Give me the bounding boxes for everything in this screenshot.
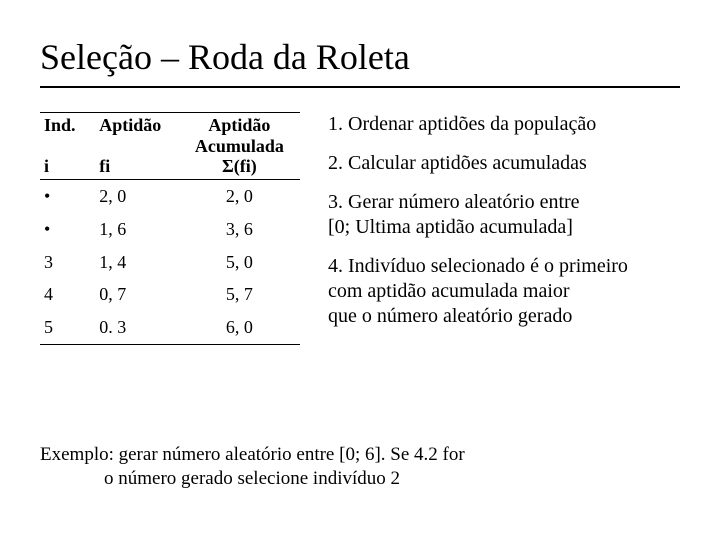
table-body: • 2, 0 2, 0 • 1, 6 3, 6 3 1, 4 5, 0 4 0,… — [40, 180, 300, 344]
col-header-ind-top: Ind. — [44, 115, 91, 136]
step-4-line2: com aptidão acumulada maior — [328, 279, 680, 304]
col-header-apt-top: Aptidão — [99, 115, 175, 136]
col-header-ind-bot: i — [44, 156, 91, 177]
col-header-apt: Aptidão fi — [95, 113, 179, 179]
cell-apt: 1, 6 — [95, 213, 179, 246]
table-row: 5 0. 3 6, 0 — [40, 311, 300, 344]
slide: Seleção – Roda da Roleta Ind. i Aptidão … — [0, 0, 720, 540]
cell-ind: 4 — [40, 278, 95, 311]
col-header-acc-l3: Σ(fi) — [183, 156, 296, 177]
cell-apt: 1, 4 — [95, 246, 179, 279]
step-4-line1: 4. Indivíduo selecionado é o primeiro — [328, 254, 680, 279]
step-2: 2. Calcular aptidões acumuladas — [328, 151, 680, 176]
col-header-acc: Aptidão Acumulada Σ(fi) — [179, 113, 300, 179]
table-rule-bot — [40, 344, 300, 345]
cell-apt: 0. 3 — [95, 311, 179, 344]
table-row: 3 1, 4 5, 0 — [40, 246, 300, 279]
step-4-line3: que o número aleatório gerado — [328, 304, 680, 329]
table-row: • 1, 6 3, 6 — [40, 213, 300, 246]
cell-acc: 5, 7 — [179, 278, 300, 311]
cell-acc: 6, 0 — [179, 311, 300, 344]
cell-apt: 2, 0 — [95, 180, 179, 213]
steps-list: 1. Ordenar aptidões da população 2. Calc… — [300, 112, 680, 343]
example-line2: o número gerado selecione indivíduo 2 — [40, 467, 465, 492]
table-row: 4 0, 7 5, 7 — [40, 278, 300, 311]
table-header: Ind. i Aptidão fi Aptidão Acumulada Σ(fi… — [40, 113, 300, 179]
cell-acc: 2, 0 — [179, 180, 300, 213]
cell-ind: • — [40, 213, 95, 246]
col-header-acc-l1: Aptidão — [183, 115, 296, 136]
col-header-acc-l2: Acumulada — [183, 136, 296, 157]
step-3: 3. Gerar número aleatório entre [0; Ulti… — [328, 190, 680, 240]
cell-ind: 5 — [40, 311, 95, 344]
cell-apt: 0, 7 — [95, 278, 179, 311]
aptitude-table: Ind. i Aptidão fi Aptidão Acumulada Σ(fi… — [40, 112, 300, 345]
step-3-line1: 3. Gerar número aleatório entre — [328, 190, 680, 215]
table-row: • 2, 0 2, 0 — [40, 180, 300, 213]
slide-title: Seleção – Roda da Roleta — [40, 36, 680, 88]
cell-ind: 3 — [40, 246, 95, 279]
step-4: 4. Indivíduo selecionado é o primeiro co… — [328, 254, 680, 329]
example-text: Exemplo: gerar número aleatório entre [0… — [40, 443, 465, 492]
step-3-line2: [0; Ultima aptidão acumulada] — [328, 215, 680, 240]
col-header-apt-bot: fi — [99, 156, 175, 177]
step-1: 1. Ordenar aptidões da população — [328, 112, 680, 137]
content-area: Ind. i Aptidão fi Aptidão Acumulada Σ(fi… — [40, 112, 680, 345]
cell-acc: 3, 6 — [179, 213, 300, 246]
example-line1: Exemplo: gerar número aleatório entre [0… — [40, 443, 465, 468]
col-header-ind: Ind. i — [40, 113, 95, 179]
cell-ind: • — [40, 180, 95, 213]
cell-acc: 5, 0 — [179, 246, 300, 279]
